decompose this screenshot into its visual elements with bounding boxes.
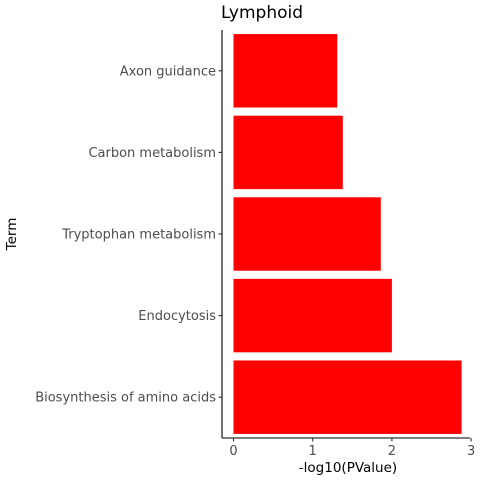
bar-axon-guidance [233, 34, 338, 108]
bar-tryptophan-metabolism [233, 197, 381, 271]
y-axis-title: Term [4, 218, 20, 252]
y-axis: Biosynthesis of amino acids Endocytosis Tr… [35, 30, 223, 438]
x-tick-label: 3 [467, 444, 475, 459]
y-tick-label: Axon guidance [120, 64, 216, 79]
x-axis: 0 1 2 3 [222, 437, 475, 459]
bar-biosynthesis-of-amino-acids [233, 360, 462, 434]
bars-group [233, 34, 462, 434]
x-tick-label: 2 [388, 444, 396, 459]
x-axis-title: -log10(PValue) [299, 460, 397, 476]
x-tick-label: 1 [309, 444, 317, 459]
x-tick-label: 0 [229, 444, 237, 459]
y-tick-label: Endocytosis [138, 309, 216, 324]
y-tick-label: Carbon metabolism [88, 146, 216, 161]
chart-title: Lymphoid [221, 3, 303, 23]
y-tick-label: Tryptophan metabolism [61, 228, 216, 243]
y-tick-label: Biosynthesis of amino acids [35, 391, 216, 406]
bar-endocytosis [233, 278, 392, 353]
bar-carbon-metabolism [233, 115, 343, 190]
